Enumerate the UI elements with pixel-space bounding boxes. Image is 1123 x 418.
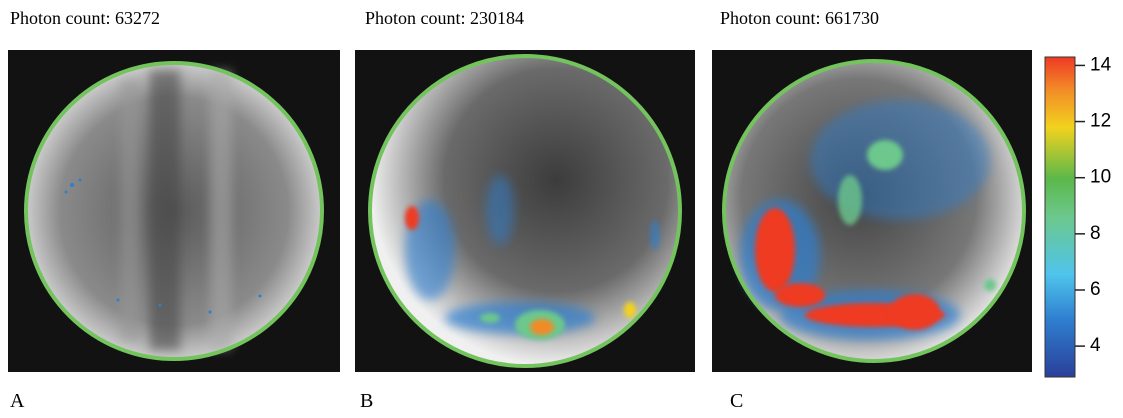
- tick-label: 14: [1090, 54, 1112, 75]
- tick-label: 8: [1090, 223, 1101, 244]
- panel-c: Photon count: 661730 C: [712, 8, 1032, 412]
- tick-label: 4: [1090, 335, 1101, 356]
- panel-b: Photon count: 230184 B: [355, 8, 695, 412]
- colorbar-scale: [1045, 57, 1075, 377]
- panel-label: A: [10, 390, 25, 412]
- streaks: [120, 70, 232, 350]
- panel-title: Photon count: 661730: [720, 8, 879, 28]
- figure: Photon count: 63272 A Photon count: 2301…: [0, 0, 1123, 413]
- panel-a: Photon count: 63272 A: [8, 8, 340, 412]
- colorbar: 4 6 8 10 12 14: [1045, 54, 1112, 377]
- panel-title: Photon count: 230184: [365, 8, 524, 28]
- panel-label: C: [730, 390, 743, 412]
- tick-label: 10: [1090, 167, 1111, 188]
- tick-label: 12: [1090, 111, 1111, 132]
- tick-label: 6: [1090, 279, 1101, 300]
- panel-title: Photon count: 63272: [10, 8, 160, 28]
- panel-label: B: [360, 390, 373, 412]
